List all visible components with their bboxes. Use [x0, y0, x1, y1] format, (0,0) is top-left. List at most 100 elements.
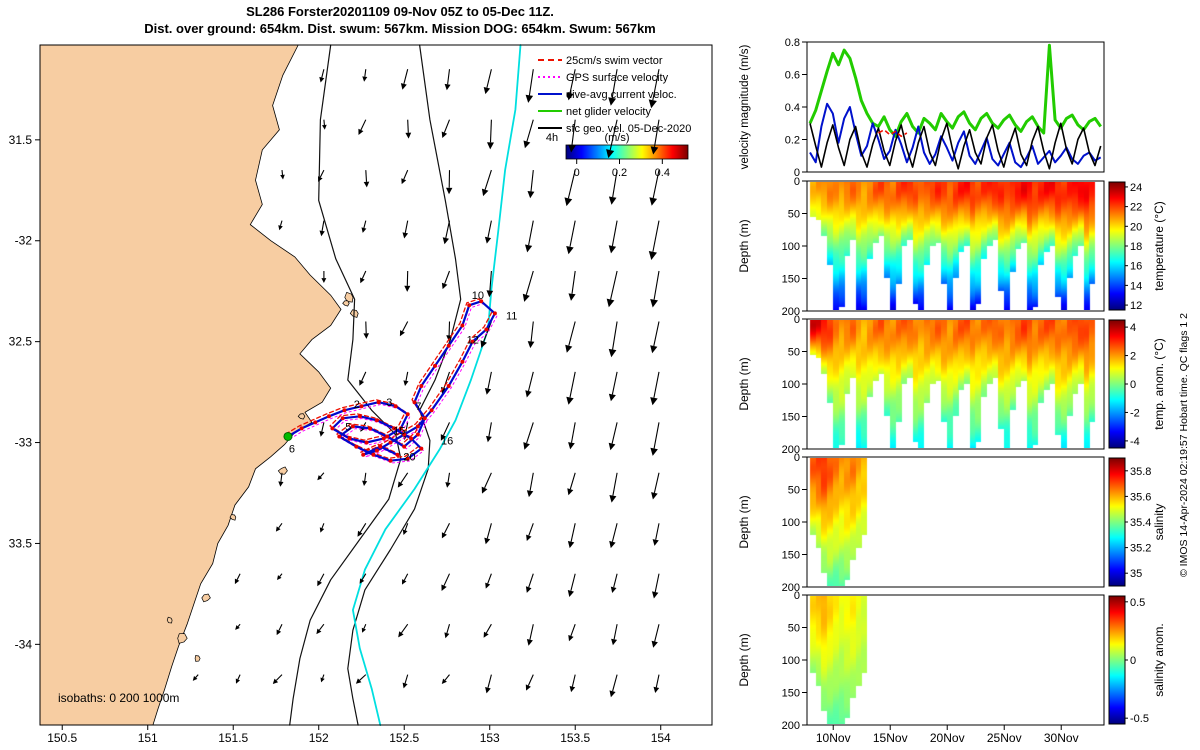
- legend-label: sfc geo. vel. 05-Dec-2020: [566, 123, 691, 135]
- velocity-series-sfc-geo-vel-05-dec-2020: [809, 122, 1102, 170]
- temp-anomaly-colorbar: [1109, 320, 1125, 448]
- land-polygon: [39, 44, 342, 726]
- depth-tick-label: 150: [782, 274, 800, 286]
- legend-label: 25cm/s swim vector: [566, 55, 663, 67]
- time-tick-label: 15Nov: [873, 731, 908, 745]
- temp_anom-colorbar-label: temp. anom. (°C): [1152, 338, 1166, 430]
- temp_anom-panel-frame: [806, 318, 1105, 450]
- salinity-depth-axis-label: Depth (m): [737, 495, 751, 548]
- map-colorbar-title: (m/s): [604, 132, 629, 144]
- colorbar-tick-label: 0: [1130, 379, 1136, 391]
- colorbar-tick-label: -0.5: [1130, 713, 1149, 725]
- map-frame: [39, 44, 713, 726]
- depth-tick-label: 150: [782, 688, 800, 700]
- colorbar-tick-label: 24: [1130, 182, 1142, 194]
- map-x-tick-label: 153: [480, 731, 500, 745]
- map-y-tick-label: 31.5: [9, 133, 33, 147]
- colorbar-tick-label: 20: [1130, 221, 1142, 233]
- legend-4h-label: 4h: [546, 132, 558, 144]
- colorbar-tick-label: 2: [1130, 351, 1136, 363]
- copyright-note: © IMOS 14-Apr-2024 02:19:57 Hobart time.…: [1178, 313, 1190, 577]
- map-y-tick-label: 33.5: [9, 536, 33, 550]
- deployment-marker: [283, 431, 293, 441]
- island: [177, 633, 188, 644]
- colorbar-tick-label: 22: [1130, 202, 1142, 214]
- current-vector-arrows: [192, 69, 660, 698]
- map-x-tick-label: 151: [138, 731, 158, 745]
- colorbar-tick-label: 4: [1130, 322, 1136, 334]
- island: [277, 466, 288, 475]
- temperature-colorbar: [1109, 182, 1125, 310]
- depth-tick-label: 150: [782, 412, 800, 424]
- waypoint-number: 3: [386, 397, 392, 409]
- waypoint-number: 7: [415, 401, 421, 413]
- depth-tick-label: 200: [782, 582, 800, 594]
- temperature-colorbar-label: temperature (°C): [1152, 201, 1166, 291]
- salinity-colorbar-frame: [1108, 457, 1126, 587]
- temp_anom-colorbar-frame: [1108, 319, 1126, 449]
- waypoint-number: 15: [393, 425, 405, 437]
- map-y-tick-label: -33: [15, 436, 33, 450]
- isobath-200m-line: [289, 44, 402, 726]
- time-tick-label: 10Nov: [816, 731, 851, 745]
- velocity-y-tick-label: 0.2: [785, 135, 800, 147]
- depth-tick-label: 50: [788, 347, 800, 359]
- isobath-1000m-line: [347, 44, 462, 726]
- colorbar-tick-label: 35.4: [1130, 517, 1151, 529]
- map-colorbar-tick-label: 0: [574, 167, 580, 179]
- island: [201, 593, 211, 603]
- colorbar-tick-label: 12: [1130, 300, 1142, 312]
- waypoint-number: 2: [354, 399, 360, 411]
- velocity-y-tick-label: 0.8: [785, 37, 800, 49]
- waypoint-number: 6: [289, 444, 295, 456]
- depth-tick-label: 200: [782, 720, 800, 732]
- salinity-heatmap: [808, 458, 1104, 586]
- velocity-y-tick-label: 0.4: [785, 102, 800, 114]
- colorbar-tick-label: 0: [1130, 655, 1136, 667]
- time-tick-label: 20Nov: [930, 731, 965, 745]
- colorbar-tick-label: -2: [1130, 407, 1140, 419]
- velocity-series-25cm-s-swim-vector: [878, 129, 908, 138]
- colorbar-tick-label: 35: [1130, 568, 1142, 580]
- legend-label: dive-avg current veloc.: [566, 89, 677, 101]
- temperature-colorbar-frame: [1108, 181, 1126, 311]
- waypoint-number: 20: [403, 452, 415, 464]
- colorbar-tick-label: 0.5: [1130, 597, 1145, 609]
- time-tick-label: 30Nov: [1044, 731, 1079, 745]
- waypoint-number: 11: [506, 310, 517, 322]
- temperature-panel-frame: [806, 180, 1105, 312]
- map-x-tick-label: 151.5: [218, 731, 248, 745]
- depth-tick-label: 100: [782, 655, 800, 667]
- legend-label: GPS surface velocity: [566, 72, 669, 84]
- salinity-anomaly-colorbar: [1109, 596, 1125, 724]
- island: [194, 655, 201, 662]
- island: [342, 300, 350, 307]
- depth-tick-label: 100: [782, 241, 800, 253]
- waypoint-number: 16: [441, 436, 453, 448]
- island: [344, 291, 354, 303]
- depth-tick-label: 50: [788, 485, 800, 497]
- colorbar-tick-label: 18: [1130, 241, 1142, 253]
- depth-tick-label: 200: [782, 444, 800, 456]
- colorbar-tick-label: -4: [1130, 436, 1140, 448]
- map-x-tick-label: 152: [309, 731, 329, 745]
- waypoint-number: 5: [345, 421, 351, 433]
- map-colorbar-tick-label: 0.2: [612, 167, 627, 179]
- velocity-series-net-glider-velocity: [808, 43, 1102, 138]
- map-x-tick-label: 150.5: [47, 731, 77, 745]
- figure-title: SL286 Forster20201109 09-Nov 05Z to 05-D…: [246, 4, 554, 19]
- temperature-heatmap: [808, 182, 1104, 310]
- depth-tick-label: 0: [794, 590, 800, 602]
- depth-tick-label: 0: [794, 452, 800, 464]
- time-tick-label: 25Nov: [987, 731, 1022, 745]
- map-x-tick-label: 154: [651, 731, 671, 745]
- velocity-axis-label: velocity magnitude (m/s): [739, 45, 751, 170]
- temp_anom-depth-axis-label: Depth (m): [737, 357, 751, 410]
- temperature-depth-axis-label: Depth (m): [737, 219, 751, 272]
- salinity-panel-frame: [806, 456, 1105, 588]
- island: [166, 616, 173, 624]
- depth-tick-label: 100: [782, 379, 800, 391]
- map-colorbar-frame: [565, 144, 689, 160]
